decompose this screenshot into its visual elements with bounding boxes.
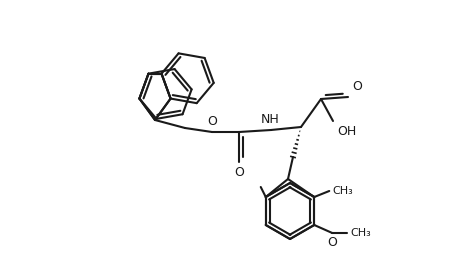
Text: OH: OH: [337, 125, 356, 138]
Text: O: O: [352, 80, 362, 93]
Text: CH₃: CH₃: [350, 228, 371, 238]
Text: O: O: [327, 236, 337, 249]
Text: O: O: [207, 114, 217, 128]
Text: NH: NH: [261, 113, 279, 125]
Text: O: O: [234, 166, 244, 179]
Text: CH₃: CH₃: [332, 186, 353, 196]
